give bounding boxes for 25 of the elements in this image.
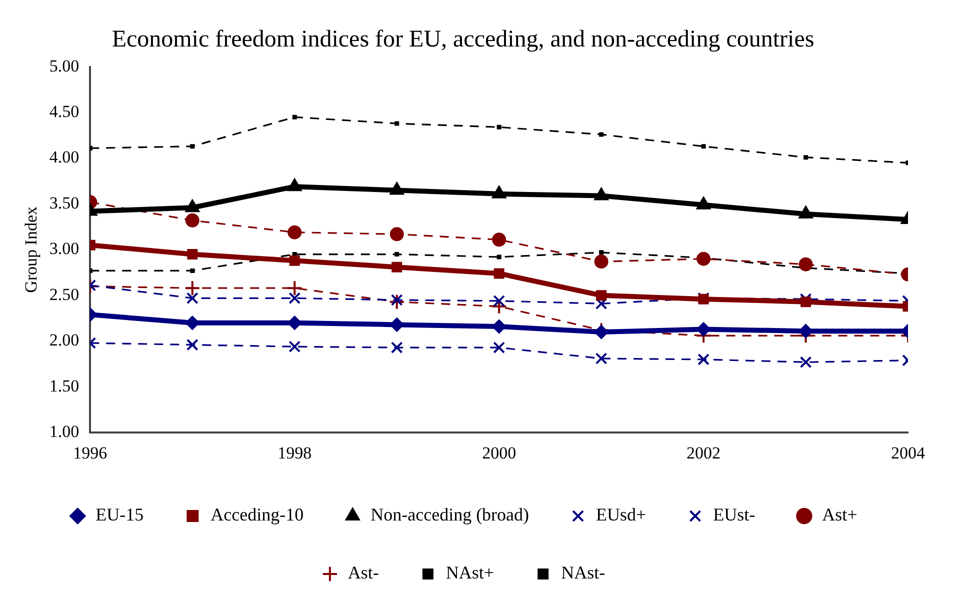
legend-label: Non-acceding (broad) [370,504,530,525]
y-tick-label: 2.50 [49,284,80,304]
y-tick-label: 4.50 [49,102,80,121]
legend-label: EUst- [713,504,756,525]
legend-label: Ast+ [822,504,858,525]
x-tick-label: 2002 [686,443,721,462]
y-tick-label: 1.00 [49,422,80,442]
x-tick-label: 2004 [891,443,926,462]
y-tick-label: 5.00 [49,56,80,76]
x-tick-label: 2000 [482,443,516,462]
legend-label: Acceding-10 [210,504,304,525]
x-tick-label: 1998 [278,443,312,462]
legend-label: NAst- [561,562,606,583]
y-tick-label: 3.50 [49,193,80,212]
chart-title: Economic freedom indices for EU, acceding, and non-acceding countries [112,26,814,53]
y-tick-label: 3.00 [49,239,80,258]
y-axis-title: Group Index [22,206,41,293]
legend-label: NAst+ [446,562,494,583]
y-tick-label: 1.50 [49,376,80,396]
y-tick-label: 4.00 [49,148,80,167]
legend-label: EUsd+ [596,504,646,525]
y-tick-label: 2.00 [49,330,80,350]
x-tick-label: 1996 [73,443,108,462]
legend-label: Ast- [348,562,379,583]
legend-label: EU-15 [96,504,144,525]
